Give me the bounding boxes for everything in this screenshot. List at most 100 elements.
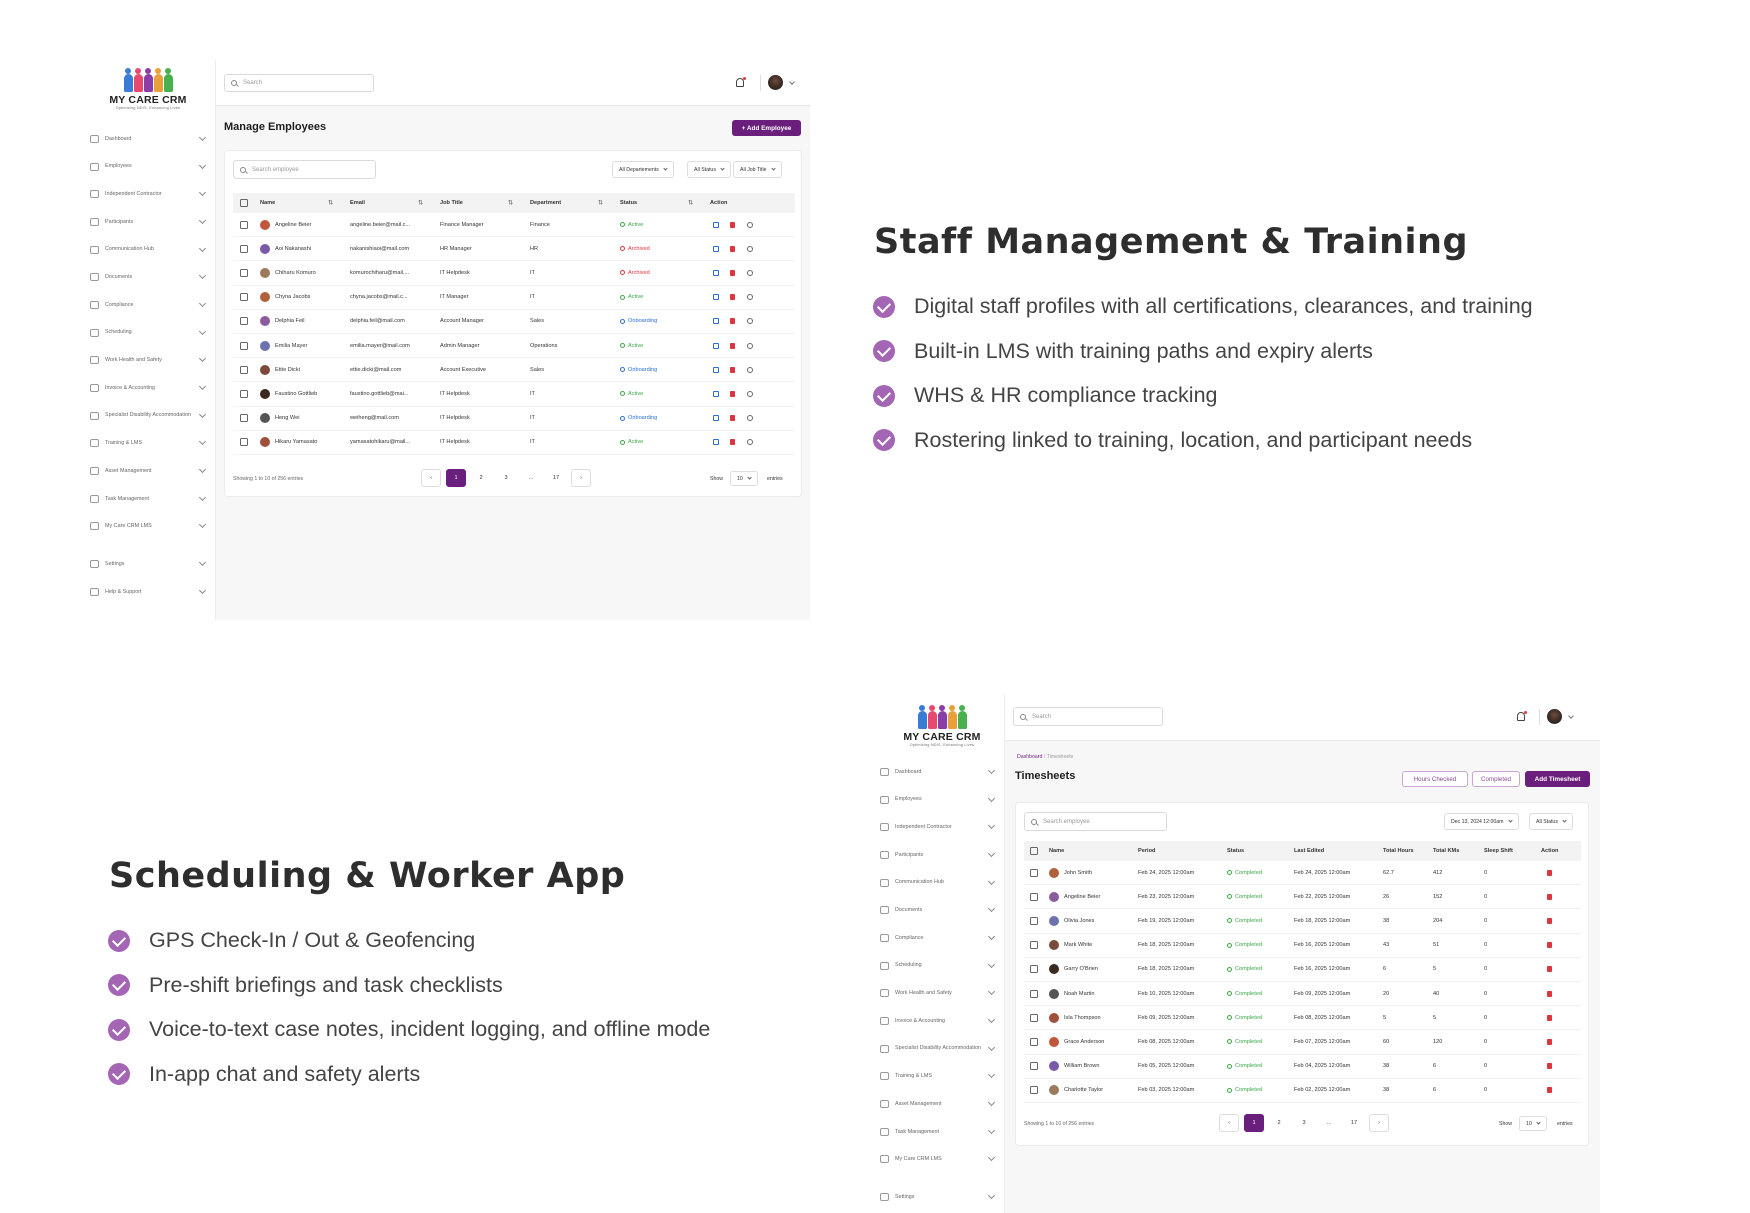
sidebar-item-training-lms[interactable]: Training & LMS — [90, 430, 215, 458]
table-row[interactable]: Garry O'Brien Feb 18, 2025 12:00am Feb 16,… — [1024, 958, 1581, 982]
job-title-filter[interactable]: All Job Title — [733, 161, 782, 178]
col-email[interactable]: Email — [350, 200, 365, 206]
col-total-hours[interactable]: Total Hours — [1383, 848, 1414, 854]
col-total-kms[interactable]: Total KMs — [1433, 848, 1460, 854]
sort-icon[interactable]: ⇅ — [598, 200, 604, 207]
view-icon[interactable] — [747, 221, 753, 228]
select-all-checkbox[interactable] — [240, 199, 248, 207]
page-size-select[interactable]: 10 — [730, 471, 758, 486]
delete-icon[interactable] — [1547, 869, 1552, 876]
sidebar-item-independent-contractor[interactable]: Independent Contractor — [90, 180, 215, 208]
row-checkbox[interactable] — [240, 220, 248, 229]
table-row[interactable]: Angeline Beier Feb 23, 2025 12:00am Feb 22… — [1024, 885, 1581, 910]
global-search-input[interactable]: Search — [1013, 707, 1163, 726]
page-3-button[interactable]: 3 — [1302, 1120, 1306, 1126]
delete-icon[interactable] — [1547, 1038, 1552, 1045]
notification-bell-icon[interactable] — [1517, 711, 1527, 721]
sidebar-item-asset-management[interactable]: Asset Management — [880, 1090, 1004, 1118]
delete-icon[interactable] — [730, 390, 735, 397]
sidebar-item-dashboard[interactable]: Dashboard — [90, 125, 215, 153]
sidebar-item-specialist-disability-accommodation[interactable]: Specialist Disability Accommodation — [90, 402, 215, 430]
hours-checked-button[interactable]: Hours Checked — [1402, 771, 1468, 787]
table-row[interactable]: Heng Wei weiheng@mail.com IT Helpdesk IT Onb… — [233, 407, 795, 431]
table-row[interactable]: Chyna Jacobs chyna.jacobs@mail.c... IT Man… — [233, 286, 795, 310]
table-row[interactable]: Olivia Jones Feb 19, 2025 12:00am Feb 18, … — [1024, 909, 1581, 934]
user-avatar[interactable] — [768, 75, 783, 90]
row-checkbox[interactable] — [1030, 916, 1038, 925]
edit-icon[interactable] — [713, 439, 719, 446]
sidebar-item-participants[interactable]: Participants — [90, 208, 215, 236]
edit-icon[interactable] — [713, 390, 719, 397]
view-icon[interactable] — [747, 366, 753, 373]
sidebar-item-scheduling[interactable]: Scheduling — [880, 952, 1004, 980]
search-employee-input[interactable]: Search employee — [1024, 812, 1167, 831]
sidebar-item-scheduling[interactable]: Scheduling — [90, 319, 215, 347]
view-icon[interactable] — [747, 390, 753, 397]
add-employee-button[interactable]: + Add Employee — [732, 120, 801, 136]
page-2-button[interactable]: 2 — [1277, 1120, 1281, 1126]
table-row[interactable]: Angeline Beier angeline.beier@mail.c... Fi… — [233, 213, 795, 238]
completed-button[interactable]: Completed — [1472, 771, 1520, 787]
sidebar-item-invoice-accounting[interactable]: Invoice & Accounting — [880, 1007, 1004, 1035]
next-page-button[interactable]: › — [1369, 1114, 1389, 1132]
table-row[interactable]: Delphia Feil delphia.feil@mail.com Account… — [233, 310, 795, 334]
delete-icon[interactable] — [1547, 1014, 1552, 1021]
prev-page-button[interactable]: ‹ — [1219, 1114, 1239, 1132]
row-checkbox[interactable] — [240, 268, 248, 277]
col-period[interactable]: Period — [1138, 848, 1156, 854]
row-checkbox[interactable] — [240, 341, 248, 350]
page-1-button[interactable]: 1 — [1244, 1114, 1264, 1132]
delete-icon[interactable] — [730, 294, 735, 301]
row-checkbox[interactable] — [240, 389, 248, 398]
sidebar-item-my-care-crm-lms[interactable]: My Care CRM LMS — [90, 513, 215, 541]
sidebar-item-documents[interactable]: Documents — [90, 263, 215, 291]
table-row[interactable]: Charlotte Taylor Feb 03, 2025 12:00am Feb … — [1024, 1079, 1581, 1103]
table-row[interactable]: Noah Martin Feb 10, 2025 12:00am Feb 09, 2… — [1024, 982, 1581, 1007]
global-search-input[interactable]: Search — [224, 74, 374, 92]
row-checkbox[interactable] — [1030, 868, 1038, 877]
user-avatar[interactable] — [1547, 709, 1562, 724]
row-checkbox[interactable] — [240, 293, 248, 302]
row-checkbox[interactable] — [1030, 989, 1038, 998]
delete-icon[interactable] — [1547, 990, 1552, 997]
sidebar-item-work-health-and-safety[interactable]: Work Health and Safety — [90, 347, 215, 375]
sidebar-item-settings[interactable]: Settings — [880, 1183, 1004, 1211]
breadcrumb-dashboard[interactable]: Dashboard — [1017, 754, 1043, 760]
chevron-down-icon[interactable] — [1568, 713, 1574, 719]
status-filter[interactable]: All Status — [687, 161, 731, 178]
sidebar-item-invoice-accounting[interactable]: Invoice & Accounting — [90, 374, 215, 402]
table-row[interactable]: Grace Anderson Feb 08, 2025 12:00am Feb 07… — [1024, 1030, 1581, 1055]
table-row[interactable]: John Smith Feb 24, 2025 12:00am Feb 24, 20… — [1024, 861, 1581, 886]
row-checkbox[interactable] — [240, 414, 248, 423]
table-row[interactable]: Chiharu Komuro komurochiharu@mail.... IT H… — [233, 261, 795, 286]
sidebar-item-training-lms[interactable]: Training & LMS — [880, 1063, 1004, 1091]
delete-icon[interactable] — [730, 366, 735, 373]
delete-icon[interactable] — [730, 221, 735, 228]
col-name[interactable]: Name — [1049, 848, 1065, 854]
view-icon[interactable] — [747, 342, 753, 349]
delete-icon[interactable] — [1547, 917, 1552, 924]
table-row[interactable]: Aoi Nakanashi nakanishiaoi@mail.com HR Man… — [233, 237, 795, 262]
sidebar-item-work-health-and-safety[interactable]: Work Health and Safety — [880, 980, 1004, 1008]
page-2-button[interactable]: 2 — [479, 475, 483, 481]
sidebar-item-independent-contractor[interactable]: Independent Contractor — [880, 813, 1004, 841]
row-checkbox[interactable] — [240, 317, 248, 326]
sidebar-item-compliance[interactable]: Compliance — [880, 924, 1004, 952]
col-department[interactable]: Department — [530, 200, 562, 206]
sidebar-item-settings[interactable]: Settings — [90, 550, 215, 578]
row-checkbox[interactable] — [1030, 1086, 1038, 1095]
sidebar-item-task-management[interactable]: Task Management — [90, 485, 215, 513]
sort-icon[interactable]: ⇅ — [508, 200, 514, 207]
sidebar-item-communication-hub[interactable]: Communication Hub — [90, 236, 215, 264]
sidebar-item-documents[interactable]: Documents — [880, 896, 1004, 924]
row-checkbox[interactable] — [1030, 941, 1038, 950]
department-filter[interactable]: All Departements — [612, 161, 674, 178]
col-job-title[interactable]: Job Title — [440, 200, 463, 206]
view-icon[interactable] — [747, 439, 753, 446]
table-row[interactable]: Emilia Mayer emilia.mayer@mail.com Admin M… — [233, 334, 795, 359]
sidebar-item-communication-hub[interactable]: Communication Hub — [880, 869, 1004, 897]
row-checkbox[interactable] — [1030, 1013, 1038, 1022]
sidebar-item-asset-management[interactable]: Asset Management — [90, 457, 215, 485]
table-row[interactable]: Isla Thompson Feb 09, 2025 12:00am Feb 08,… — [1024, 1006, 1581, 1031]
edit-icon[interactable] — [713, 415, 719, 422]
